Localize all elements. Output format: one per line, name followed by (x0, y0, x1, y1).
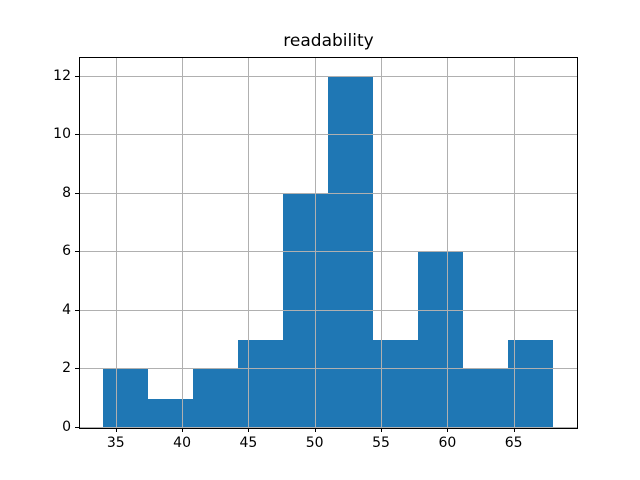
x-tick-label: 65 (504, 435, 523, 451)
x-tick-label: 60 (438, 435, 457, 451)
y-gridline (80, 75, 577, 77)
y-gridline (80, 134, 577, 136)
x-gridline (381, 58, 382, 428)
x-tick-label: 40 (173, 435, 192, 451)
x-tick-mark (381, 428, 382, 432)
y-tick-mark (75, 134, 79, 136)
x-tick-label: 35 (106, 435, 125, 451)
x-gridline (447, 58, 449, 428)
x-gridline (115, 58, 117, 428)
x-tick-mark (182, 428, 184, 432)
x-tick-mark (248, 428, 250, 432)
histogram-bar (192, 369, 238, 428)
histogram-bar (147, 398, 193, 428)
y-tick-mark (75, 192, 79, 194)
y-tick-label: 4 (62, 301, 71, 318)
y-gridline (80, 192, 577, 194)
x-gridline (314, 58, 316, 428)
y-tick-mark (75, 368, 79, 370)
x-gridline (182, 58, 184, 428)
y-gridline (80, 368, 577, 370)
y-gridline (80, 309, 577, 311)
y-tick-mark (75, 427, 79, 428)
x-tick-mark (314, 428, 316, 432)
y-tick-label: 12 (53, 67, 71, 84)
plot-area (79, 57, 578, 429)
histogram-bar (508, 340, 554, 428)
histogram-bar (102, 369, 148, 428)
histogram-bar (237, 340, 283, 428)
y-tick-label: 10 (53, 126, 71, 143)
y-tick-mark (75, 75, 79, 77)
y-tick-mark (75, 309, 79, 311)
y-gridline (80, 427, 577, 428)
x-gridline (513, 58, 515, 428)
x-tick-label: 55 (372, 435, 390, 451)
chart-title: readability (283, 31, 374, 51)
x-tick-label: 45 (239, 435, 258, 451)
x-gridline (248, 58, 250, 428)
histogram-bar (463, 369, 509, 428)
histogram-bar (418, 252, 464, 428)
x-tick-mark (513, 428, 515, 432)
x-tick-mark (447, 428, 449, 432)
histogram-bar (328, 76, 374, 428)
y-tick-label: 6 (62, 243, 71, 260)
y-gridline (80, 251, 577, 253)
y-tick-label: 8 (62, 184, 71, 201)
y-tick-mark (75, 251, 79, 253)
y-tick-label: 2 (62, 360, 71, 377)
x-tick-label: 50 (305, 435, 324, 451)
y-tick-label: 0 (62, 419, 71, 435)
histogram-bar (373, 340, 419, 428)
x-tick-mark (115, 428, 117, 432)
